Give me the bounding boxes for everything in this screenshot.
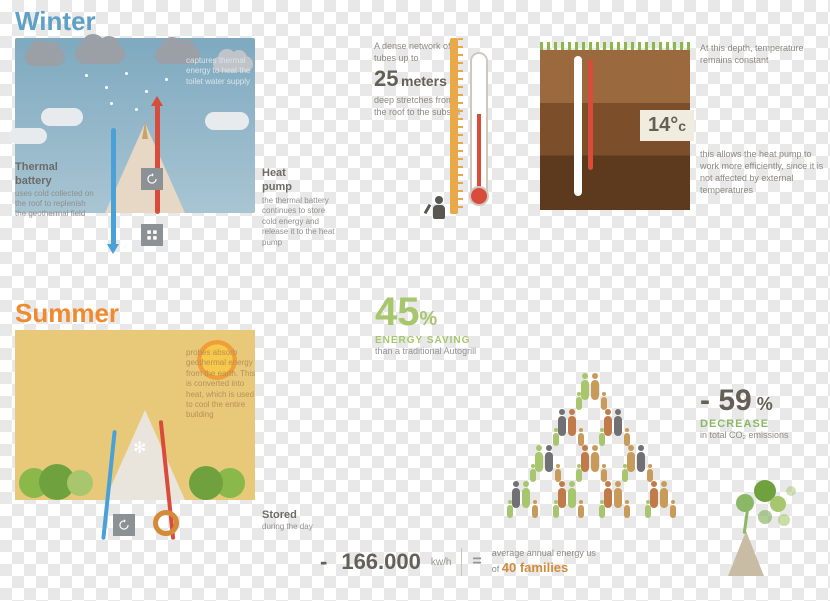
family-icon <box>510 488 538 518</box>
summer-title: Summer <box>15 298 119 329</box>
snow-icon <box>85 74 88 77</box>
depth-lead: At this depth, temperature remains const… <box>700 42 820 66</box>
bush-icon <box>189 466 223 500</box>
depth-value-badge: 14°c <box>640 110 694 141</box>
grid-icon <box>141 224 163 246</box>
probe-icon <box>574 56 582 196</box>
stat59-prefix: - <box>700 384 718 417</box>
bush-icon <box>67 470 93 496</box>
cold-pipe-icon <box>111 128 116 248</box>
stat45-value: 45 <box>375 290 420 334</box>
winter-caption-right: the thermal battery continues to store c… <box>262 196 340 248</box>
tubes-value: 25 <box>374 66 398 91</box>
depth-value: 14° <box>648 114 678 136</box>
family-icon <box>579 380 607 410</box>
eq-equals: = <box>472 553 481 571</box>
snow-icon <box>125 72 128 75</box>
stat45-pct: % <box>420 308 438 330</box>
heat-pump-icon <box>113 514 135 536</box>
eq-prefix: - <box>320 549 327 575</box>
hot-pipe-icon <box>155 104 160 214</box>
snow-icon <box>145 90 148 93</box>
summer-stored-label: Stored during the day <box>262 508 332 533</box>
depth-trail: this allows the heat pump to work more e… <box>700 148 824 197</box>
thermal-battery-text: uses cold collected on the roof to reple… <box>15 189 95 220</box>
cloud-icon <box>41 108 83 126</box>
family-icon <box>625 452 653 482</box>
winter-caption-top: captures thermal energy to heat the toil… <box>186 56 256 87</box>
eq-unit: kw/h <box>431 557 452 568</box>
energy-equation: - 166.000 kw/h = average annual energy u… <box>320 548 596 577</box>
plant-icon <box>700 466 810 576</box>
snowflake-icon: ✻ <box>133 438 146 458</box>
thermal-battery-label: Thermal battery uses cold collected on t… <box>15 160 95 220</box>
stat59-pct: % <box>752 394 773 414</box>
stat45-label: ENERGY SAVING <box>375 335 476 346</box>
eq-right: average annual energy us of 40 families <box>492 548 596 577</box>
depth-unit: c <box>678 118 686 134</box>
family-icon <box>579 452 607 482</box>
snow-icon <box>135 108 138 111</box>
tubes-unit: meters <box>401 73 447 89</box>
heat-pump-label: Heat pump <box>262 166 312 195</box>
snow-icon <box>165 78 168 81</box>
snow-icon <box>105 86 108 89</box>
ruler-icon <box>450 38 458 214</box>
stat59-label: DECREASE <box>700 418 789 430</box>
arrow-down-icon <box>107 244 119 254</box>
cloud-icon <box>9 128 47 144</box>
family-icon <box>648 488 676 518</box>
stat45-sub: than a traditional Autogrill <box>375 346 476 356</box>
stat59-value: 59 <box>718 384 751 417</box>
cloud-icon <box>75 44 125 64</box>
cloud-icon <box>25 48 65 66</box>
family-icon <box>556 416 584 446</box>
probe-red-icon <box>588 60 593 170</box>
co2-decrease-stat: - 59 % DECREASE in total CO₂ emissions <box>700 384 789 440</box>
cloud-icon <box>205 112 249 130</box>
family-icon <box>556 488 584 518</box>
summer-caption-top: probes absorb geothermal energy from the… <box>186 348 258 421</box>
eq-text-pre: of <box>492 564 502 574</box>
snow-icon <box>110 102 113 105</box>
stat59-sub: in total CO₂ emissions <box>700 430 789 440</box>
energy-saving-stat: 45% ENERGY SAVING than a traditional Aut… <box>375 290 476 356</box>
families-pyramid <box>500 380 685 524</box>
family-icon <box>533 452 561 482</box>
eq-value: 166.000 <box>341 549 421 575</box>
arrow-up-icon <box>151 96 163 106</box>
storage-icon <box>153 510 179 536</box>
eq-families: 40 families <box>502 560 569 575</box>
family-icon <box>602 488 630 518</box>
summer-stored-sub: during the day <box>262 522 332 532</box>
heat-pump-icon <box>141 168 163 190</box>
person-icon <box>428 196 450 224</box>
summer-stored-title: Stored <box>262 508 332 522</box>
heat-pump-title: Heat pump <box>262 166 312 195</box>
thermal-battery-title: Thermal battery <box>15 160 95 189</box>
thermometer-icon <box>470 52 488 202</box>
winter-title: Winter <box>15 6 96 37</box>
divider <box>461 548 462 576</box>
eq-text-top: average annual energy us <box>492 548 596 560</box>
family-icon <box>602 416 630 446</box>
